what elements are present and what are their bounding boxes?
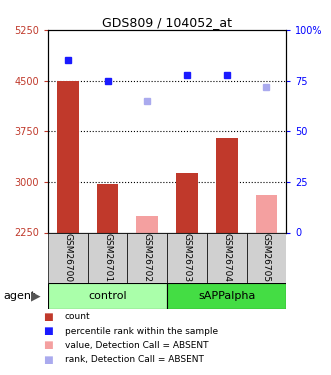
Text: GSM26700: GSM26700 — [63, 233, 72, 282]
Text: GSM26703: GSM26703 — [182, 233, 192, 282]
Text: count: count — [65, 312, 90, 321]
Text: control: control — [88, 291, 127, 301]
Bar — [88, 232, 127, 283]
Text: ■: ■ — [43, 326, 53, 336]
Text: ■: ■ — [43, 355, 53, 364]
Text: value, Detection Call = ABSENT: value, Detection Call = ABSENT — [65, 341, 208, 350]
Bar — [48, 232, 88, 283]
Bar — [136, 216, 158, 232]
Text: ■: ■ — [43, 312, 53, 322]
Text: GSM26702: GSM26702 — [143, 233, 152, 282]
Text: agent: agent — [3, 291, 36, 301]
Bar — [247, 232, 286, 283]
Bar — [97, 184, 118, 232]
Bar — [167, 232, 207, 283]
Text: sAPPalpha: sAPPalpha — [198, 291, 256, 301]
Text: ▶: ▶ — [31, 290, 41, 303]
Bar — [48, 283, 167, 309]
Bar — [256, 195, 277, 232]
Text: GSM26705: GSM26705 — [262, 233, 271, 282]
Bar — [216, 138, 238, 232]
Bar — [207, 232, 247, 283]
Text: percentile rank within the sample: percentile rank within the sample — [65, 327, 218, 336]
Bar — [167, 283, 286, 309]
Text: rank, Detection Call = ABSENT: rank, Detection Call = ABSENT — [65, 355, 204, 364]
Bar — [57, 81, 79, 232]
Title: GDS809 / 104052_at: GDS809 / 104052_at — [102, 16, 232, 29]
Bar — [176, 173, 198, 232]
Text: ■: ■ — [43, 340, 53, 350]
Bar — [127, 232, 167, 283]
Text: GSM26701: GSM26701 — [103, 233, 112, 282]
Text: GSM26704: GSM26704 — [222, 233, 231, 282]
